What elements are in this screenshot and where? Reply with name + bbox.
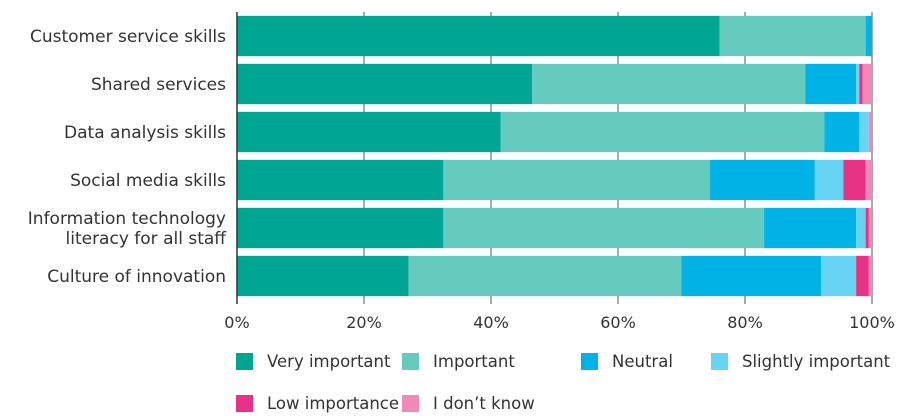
legend-label: Neutral bbox=[612, 352, 673, 371]
bar-segment bbox=[237, 111, 501, 153]
bar-segment bbox=[237, 207, 444, 249]
bar-segment bbox=[862, 63, 872, 105]
x-tick-label: 20% bbox=[346, 313, 382, 332]
bar-segment bbox=[532, 63, 806, 105]
category-labels: Customer service skills Shared services Da… bbox=[28, 27, 227, 287]
legend-label: Low importance bbox=[267, 394, 400, 413]
legend-label: Slightly important bbox=[742, 352, 891, 371]
bars bbox=[237, 15, 872, 297]
bar-segment bbox=[681, 255, 822, 297]
bar-segment bbox=[443, 207, 765, 249]
legend-swatch bbox=[402, 353, 419, 370]
category-label: literacy for all staff bbox=[66, 229, 228, 249]
legend-swatch bbox=[236, 353, 253, 370]
legend-item: Neutral bbox=[581, 352, 673, 371]
category-label: Shared services bbox=[91, 75, 226, 95]
bar-segment bbox=[237, 159, 444, 201]
bar-segment bbox=[868, 207, 872, 249]
category-label: Data analysis skills bbox=[64, 123, 226, 143]
bar-segment bbox=[237, 255, 409, 297]
bar-segment bbox=[764, 207, 857, 249]
bar-segment bbox=[856, 255, 869, 297]
x-tick-label: 0% bbox=[224, 313, 249, 332]
bar-segment bbox=[824, 111, 860, 153]
x-tick-labels: 0% 20% 40% 60% 80% 100% bbox=[224, 313, 895, 332]
category-label: Customer service skills bbox=[30, 27, 226, 47]
category-label: Information technology bbox=[28, 209, 226, 229]
legend-swatch bbox=[581, 353, 598, 370]
bar-segment bbox=[865, 159, 872, 201]
bar-segment bbox=[856, 207, 866, 249]
bar-segment bbox=[856, 63, 860, 105]
bar-segment bbox=[710, 159, 815, 201]
bar-segment bbox=[868, 255, 872, 297]
legend-item: Low importance bbox=[236, 394, 399, 413]
gridlines bbox=[363, 12, 873, 304]
legend-swatch bbox=[236, 395, 253, 412]
legend-item: I don’t know bbox=[402, 394, 535, 413]
category-label: Culture of innovation bbox=[47, 267, 226, 287]
bar-segment bbox=[859, 63, 863, 105]
category-label: Social media skills bbox=[70, 171, 226, 191]
bar-segment bbox=[237, 15, 720, 57]
bar-segment bbox=[408, 255, 682, 297]
x-tick-label: 60% bbox=[600, 313, 636, 332]
bar-segment bbox=[821, 255, 857, 297]
x-tick-label: 80% bbox=[727, 313, 763, 332]
bar-segment bbox=[237, 63, 533, 105]
bar-segment bbox=[865, 207, 869, 249]
x-tick-label: 40% bbox=[473, 313, 509, 332]
bar-segment bbox=[500, 111, 825, 153]
bar-segment bbox=[865, 15, 872, 57]
bar-segment bbox=[719, 15, 866, 57]
legend-label: Important bbox=[433, 352, 515, 371]
bar-segment bbox=[443, 159, 711, 201]
legend-item: Very important bbox=[236, 352, 390, 371]
legend-swatch bbox=[711, 353, 728, 370]
bar-segment bbox=[843, 159, 866, 201]
legend-swatch bbox=[402, 395, 419, 412]
legend-label: I don’t know bbox=[433, 394, 535, 413]
bar-segment bbox=[814, 159, 844, 201]
legend-item: Slightly important bbox=[711, 352, 890, 371]
bar-segment bbox=[868, 111, 872, 153]
legend-item: Important bbox=[402, 352, 515, 371]
bar-segment bbox=[805, 63, 857, 105]
legend-label: Very important bbox=[267, 352, 391, 371]
bar-segment bbox=[859, 111, 869, 153]
x-tick-label: 100% bbox=[849, 313, 895, 332]
